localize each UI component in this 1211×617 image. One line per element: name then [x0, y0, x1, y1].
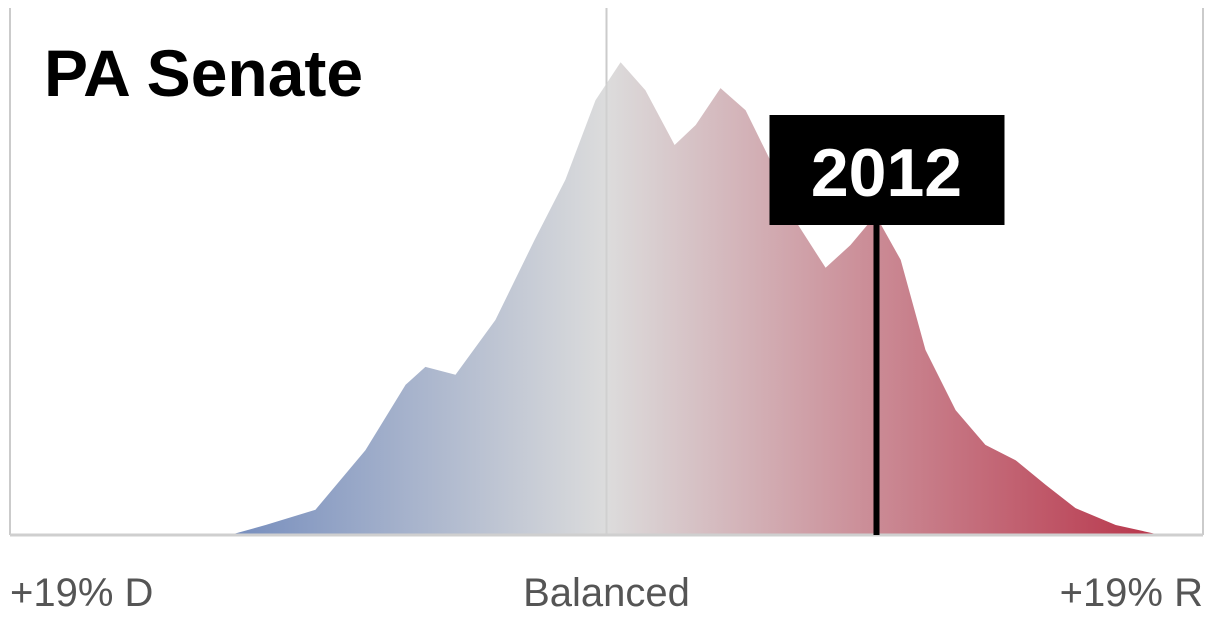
- density-area: [229, 62, 1161, 536]
- marker-label: 2012: [811, 135, 962, 211]
- x-tick-label: +19% R: [1060, 571, 1203, 615]
- x-tick-label: Balanced: [523, 571, 690, 615]
- marker-box: [769, 115, 1005, 225]
- chart-title: PA Senate: [44, 36, 363, 110]
- x-tick-label: +19% D: [10, 571, 153, 615]
